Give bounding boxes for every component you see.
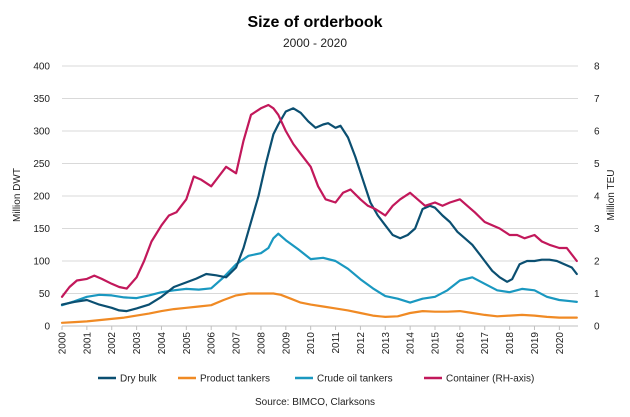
plot-area — [60, 103, 578, 324]
y2-tick-label: 2 — [594, 257, 600, 268]
x-tick-label: 2012 — [356, 332, 367, 355]
legend-label-container-rh-axis: Container (RH-axis) — [446, 374, 534, 385]
x-tick-label: 2019 — [530, 332, 541, 355]
gridlines — [62, 65, 578, 294]
x-tick-label: 2014 — [406, 332, 417, 355]
chart-source: Source: BIMCO, Clarksons — [255, 397, 375, 408]
x-tick-label: 2003 — [132, 332, 143, 355]
x-tick-label: 2013 — [381, 332, 392, 355]
y-tick-label: 350 — [33, 94, 50, 105]
x-tick-label: 2017 — [480, 332, 491, 355]
y-tick-label: 50 — [39, 289, 51, 300]
series-line-dry-bulk — [60, 107, 578, 313]
y-tick-label: 100 — [33, 257, 50, 268]
y-tick-label: 250 — [33, 159, 50, 170]
right-axis-title: Million TEU — [606, 170, 617, 221]
x-tick-label: 2016 — [455, 332, 466, 355]
x-tick-label: 2009 — [281, 332, 292, 355]
x-tick-label: 2010 — [306, 332, 317, 355]
x-tick-label: 2011 — [331, 332, 342, 354]
legend: Dry bulk Product tankers Crude oil tankers… — [98, 374, 534, 385]
y-tick-label: 150 — [33, 224, 50, 235]
y-tick-label: 400 — [33, 62, 50, 73]
y2-tick-label: 4 — [594, 192, 600, 203]
series-line-container-rh-axis — [60, 103, 578, 298]
series-line-crude-oil-tankers — [60, 232, 578, 307]
x-tick-label: 2018 — [505, 332, 516, 355]
y-tick-label: 200 — [33, 192, 50, 203]
x-tick-label: 2002 — [107, 332, 118, 355]
series-line-product-tankers — [60, 292, 578, 324]
x-tick-label: 2007 — [232, 332, 243, 355]
y2-tick-label: 3 — [594, 224, 600, 235]
x-tick-label: 2000 — [58, 332, 69, 355]
axes: 0 50 100 150 200 250 300 350 400 0 1 2 3 4 5 6 7 8 2000 200… — [33, 62, 600, 355]
y2-tick-label: 5 — [594, 159, 600, 170]
y2-tick-label: 0 — [594, 322, 600, 333]
x-tick-label: 2008 — [256, 332, 267, 355]
x-tick-label: 2015 — [431, 332, 442, 355]
y2-tick-label: 1 — [594, 289, 600, 300]
chart-subtitle: 2000 - 2020 — [283, 36, 347, 50]
y2-tick-label: 7 — [594, 94, 600, 105]
y-tick-label: 300 — [33, 127, 50, 138]
x-tick-label: 2004 — [157, 332, 168, 355]
x-tick-label: 2001 — [82, 332, 93, 355]
chart-title: Size of orderbook — [247, 14, 382, 31]
left-axis-title: Million DWT — [12, 168, 23, 222]
legend-label-product-tankers: Product tankers — [200, 374, 270, 385]
y-tick-label: 0 — [44, 322, 50, 333]
legend-label-dry-bulk: Dry bulk — [120, 374, 158, 385]
x-tick-label: 2020 — [555, 332, 566, 355]
legend-label-crude-oil-tankers: Crude oil tankers — [317, 374, 393, 385]
y2-tick-label: 8 — [594, 62, 600, 73]
x-tick-label: 2006 — [207, 332, 218, 355]
x-tick-label: 2005 — [182, 332, 193, 355]
y2-tick-label: 6 — [594, 127, 600, 138]
